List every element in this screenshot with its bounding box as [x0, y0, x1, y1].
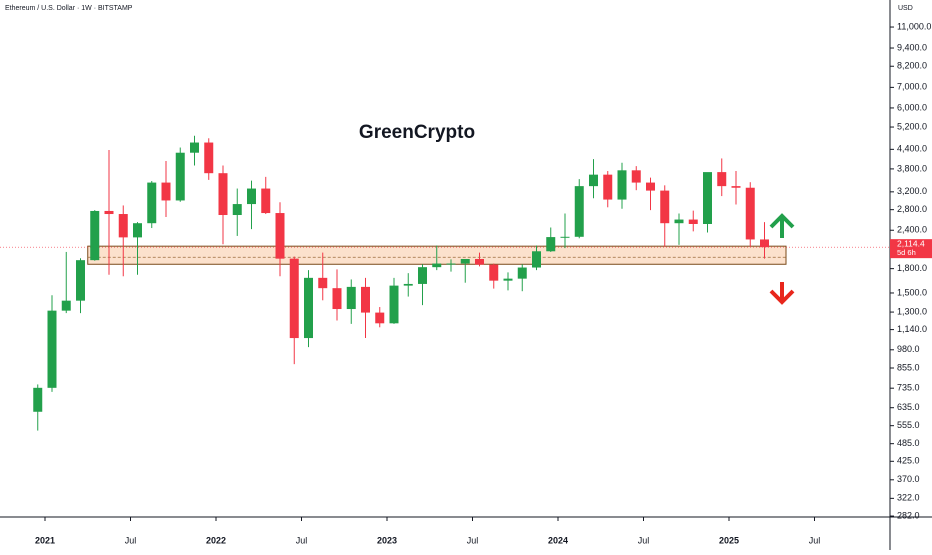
candle-body [304, 277, 313, 339]
candle-body [574, 186, 584, 237]
candle-body [631, 170, 641, 183]
candle-body [418, 267, 427, 284]
candle-body [532, 251, 541, 268]
y-tick-label: 2,800.0 [897, 204, 927, 214]
candle-body [361, 286, 370, 313]
x-tick-label: Jul [467, 535, 479, 545]
last-price-box [890, 239, 932, 259]
y-tick-label: 322.0 [897, 493, 920, 503]
annotation: GreenCrypto [359, 122, 475, 143]
candle-body [560, 236, 570, 238]
candle-body [90, 210, 100, 261]
y-tick-label: 8,200.0 [897, 61, 927, 71]
candle-body [190, 142, 199, 153]
candle-body [133, 223, 142, 238]
y-tick-label: 1,800.0 [897, 263, 927, 273]
candle-body [332, 288, 342, 310]
y-tick-label: 2,400.0 [897, 225, 927, 235]
y-tick-label: 11,000.0 [897, 21, 931, 31]
candle-body [717, 172, 727, 187]
y-tick-label: 1,140.0 [897, 324, 927, 334]
candle-body [175, 152, 185, 201]
candle-body [218, 173, 228, 216]
y-tick-label: 282.0 [897, 510, 920, 520]
y-tick-label: 485.0 [897, 438, 920, 448]
candle-body [403, 283, 413, 286]
candle-body [204, 142, 214, 174]
candle-body [275, 213, 285, 259]
y-tick-label: 855.0 [897, 362, 920, 372]
candle-body [688, 219, 698, 224]
y-tick-label: 370.0 [897, 474, 920, 484]
candle-body [289, 258, 299, 339]
candle-body [646, 182, 655, 191]
candle-body [432, 263, 442, 268]
candle-body [546, 237, 556, 252]
candle-body [745, 187, 755, 240]
candle-body [617, 170, 627, 200]
candle-body [674, 219, 684, 224]
candle-body [460, 258, 470, 264]
y-tick-label: 6,000.0 [897, 102, 927, 112]
x-tick-label: 2024 [548, 535, 568, 545]
candle-body [503, 278, 513, 281]
y-tick-label: 3,800.0 [897, 163, 927, 173]
candle-body [161, 182, 171, 201]
currency-label: USD [898, 5, 913, 12]
candle-body [589, 174, 598, 187]
x-tick-label: 2023 [377, 535, 397, 545]
candle-body [517, 267, 527, 279]
candle-body [475, 258, 484, 265]
x-tick-label: 2021 [35, 535, 55, 545]
candle-body [33, 387, 43, 412]
y-tick-label: 9,400.0 [897, 42, 927, 52]
x-tick-label: 2025 [719, 535, 739, 545]
candle-body [489, 264, 499, 281]
candle-body [318, 277, 328, 289]
candle-body [247, 188, 256, 205]
candle-body [446, 263, 456, 265]
y-tick-label: 735.0 [897, 383, 920, 393]
x-tick-label: 2022 [206, 535, 226, 545]
candle-body [760, 239, 769, 248]
candle-body [375, 312, 385, 324]
countdown-label: 5d 6h [897, 248, 916, 257]
last-price-label: 2,114.4 [897, 238, 925, 248]
candle-body [76, 260, 85, 301]
candle-body [232, 204, 242, 216]
candle-body [346, 286, 356, 310]
y-tick-label: 425.0 [897, 456, 920, 466]
y-tick-label: 7,000.0 [897, 82, 927, 92]
y-tick-label: 3,200.0 [897, 186, 927, 196]
candle-body [261, 188, 271, 214]
y-tick-label: 555.0 [897, 420, 920, 430]
x-tick-label: Jul [125, 535, 137, 545]
candle-body [703, 172, 712, 224]
y-tick-label: 980.0 [897, 344, 920, 354]
candle-body [47, 310, 57, 388]
candle-body [660, 190, 670, 224]
x-tick-label: Jul [638, 535, 650, 545]
candle-body [61, 300, 71, 311]
candle-body [147, 182, 157, 224]
y-tick-label: 4,400.0 [897, 144, 927, 154]
x-tick-label: Jul [296, 535, 308, 545]
symbol-header: Ethereum / U.S. Dollar · 1W · BITSTAMP [5, 5, 133, 12]
up-arrow [769, 213, 795, 238]
x-tick-label: Jul [809, 535, 821, 545]
y-tick-label: 635.0 [897, 402, 920, 412]
down-arrow [769, 282, 795, 305]
candle-body [603, 174, 613, 200]
y-tick-label: 1,500.0 [897, 287, 927, 297]
candle-body [118, 214, 128, 238]
candle-body [104, 210, 114, 215]
candle-body [731, 186, 741, 188]
candle-body [389, 285, 399, 324]
y-tick-label: 1,300.0 [897, 306, 927, 316]
y-tick-label: 5,200.0 [897, 121, 927, 131]
